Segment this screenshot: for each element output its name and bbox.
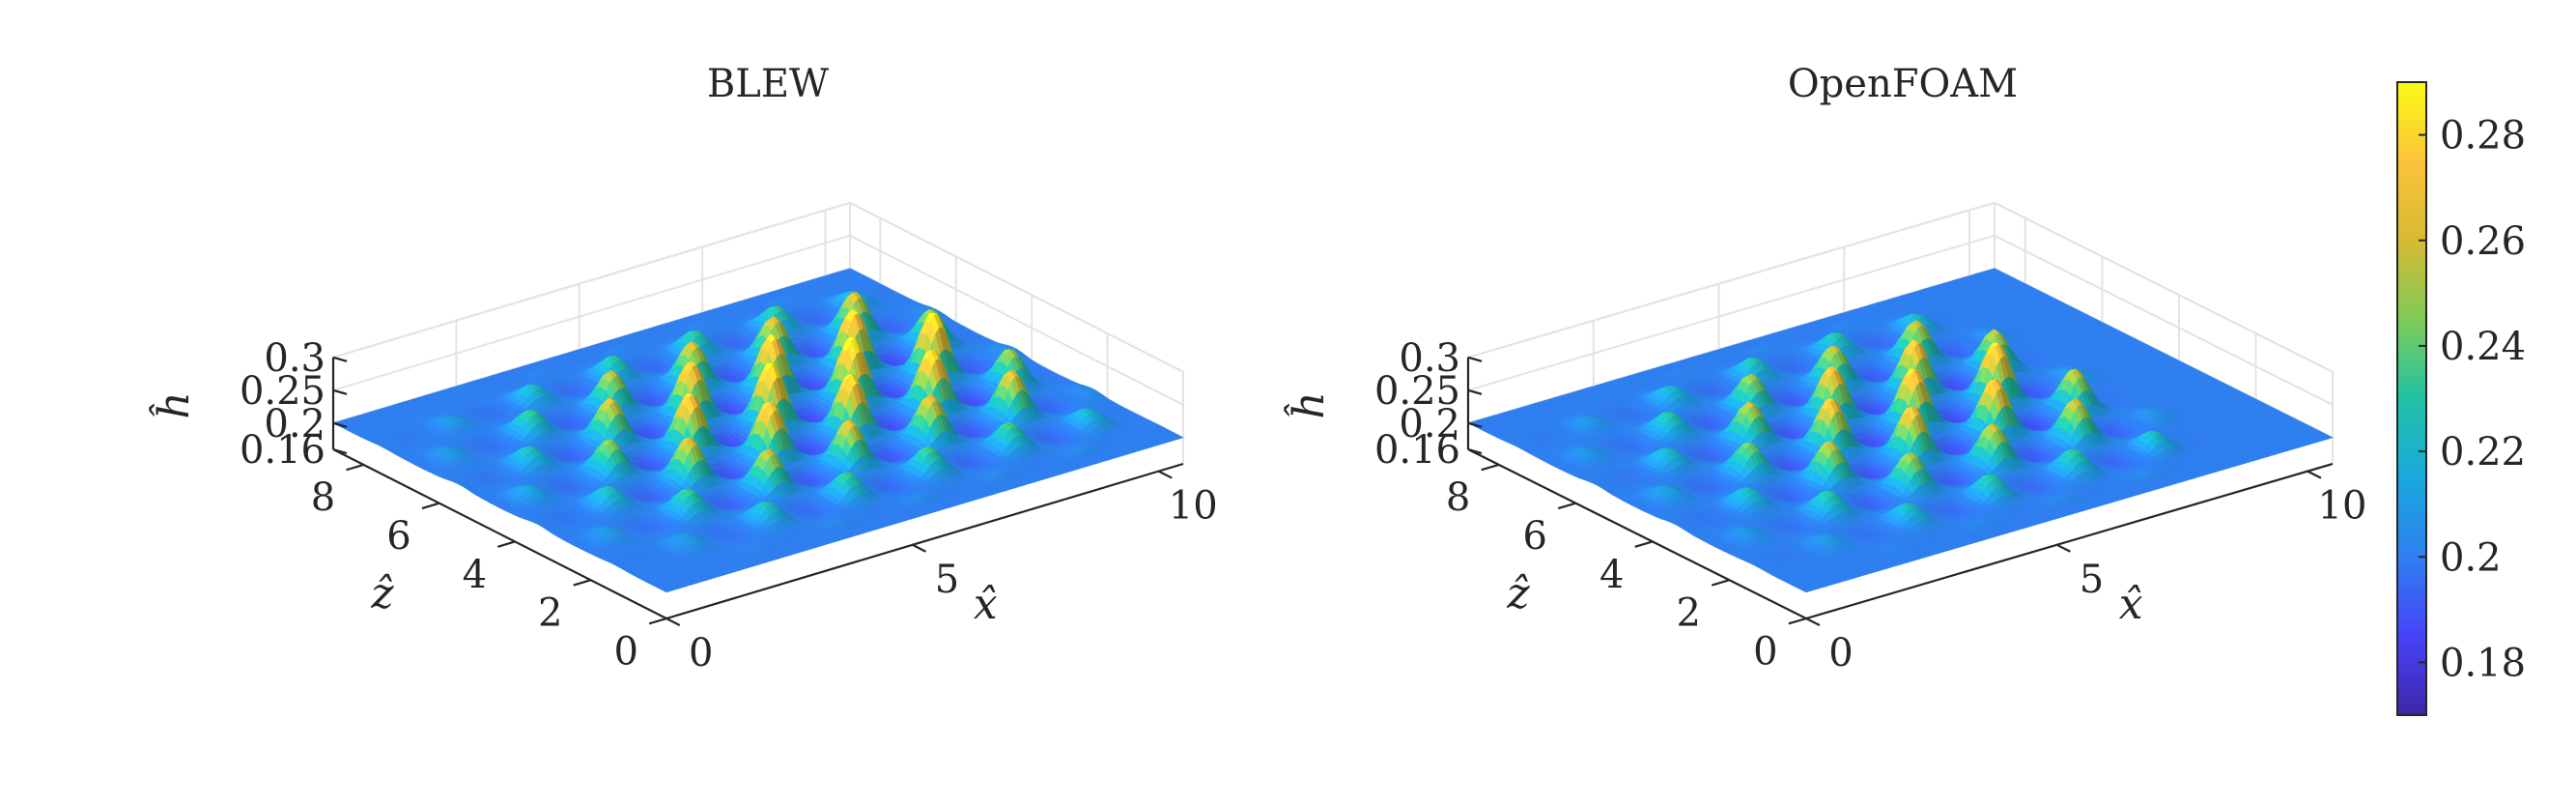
z-tick-label: 8 <box>311 475 335 520</box>
z-tick-label: 2 <box>1677 591 1701 636</box>
z-tick <box>1482 465 1499 470</box>
z-axis-label: ẑ <box>370 569 394 618</box>
h-axis-label: ĥ <box>148 391 199 418</box>
x-axis-label: x̂ <box>2119 580 2143 629</box>
z-tick-label: 2 <box>538 591 562 636</box>
x-tick <box>666 618 680 625</box>
x-axis-label: x̂ <box>974 580 998 629</box>
z-tick-label: 6 <box>1522 514 1546 559</box>
z-tick <box>1558 503 1575 508</box>
z-tick <box>1789 618 1806 623</box>
plot-title: BLEW <box>707 62 829 106</box>
h-tick <box>1468 358 1482 361</box>
h-tick <box>333 390 347 394</box>
x-tick <box>2307 472 2321 478</box>
z-tick <box>497 541 515 546</box>
z-tick-label: 0 <box>1753 629 1777 674</box>
h-tick-label: 0.3 <box>1399 336 1460 381</box>
x-tick-label: 0 <box>1828 631 1853 676</box>
z-tick-label: 4 <box>463 553 487 597</box>
z-tick-label: 0 <box>613 629 637 674</box>
x-tick <box>1806 618 1820 625</box>
colorbar-tick-label: 0.28 <box>2440 114 2526 158</box>
x-tick <box>913 545 926 552</box>
h-tick <box>333 358 347 361</box>
z-tick-label: 4 <box>1599 553 1624 597</box>
z-tick <box>347 465 364 470</box>
x-tick-label: 5 <box>935 558 959 602</box>
x-tick-label: 0 <box>689 631 713 676</box>
colorbar-tick-label: 0.24 <box>2440 325 2526 369</box>
z-tick <box>1635 541 1653 546</box>
z-tick <box>649 618 666 623</box>
surface <box>1468 269 2333 592</box>
z-tick <box>574 580 591 585</box>
h-tick <box>1468 390 1482 394</box>
surface <box>333 269 1183 592</box>
x-tick-label: 10 <box>2318 484 2367 529</box>
x-tick-label: 10 <box>1169 484 1218 529</box>
h-tick-label: 0.3 <box>264 336 326 381</box>
x-tick <box>1159 472 1173 478</box>
z-tick-label: 8 <box>1446 475 1470 520</box>
colorbar-tick-label: 0.22 <box>2440 430 2526 474</box>
plot-title: OpenFOAM <box>1788 62 2018 106</box>
z-tick <box>422 503 439 508</box>
x-tick-label: 5 <box>2080 558 2104 602</box>
colorbar-tick-label: 0.2 <box>2440 535 2502 580</box>
x-tick <box>2057 545 2071 552</box>
h-axis-label: ĥ <box>1283 391 1334 418</box>
z-tick-label: 6 <box>386 514 410 559</box>
colorbar-gradient <box>2397 82 2426 715</box>
colorbar: 0.18 0.2 0.22 0.24 0.26 0.28 <box>2397 82 2526 715</box>
z-axis-label: ẑ <box>1506 569 1530 618</box>
colorbar-tick-label: 0.26 <box>2440 219 2526 264</box>
z-tick <box>1712 580 1729 585</box>
colorbar-tick-label: 0.18 <box>2440 641 2526 685</box>
